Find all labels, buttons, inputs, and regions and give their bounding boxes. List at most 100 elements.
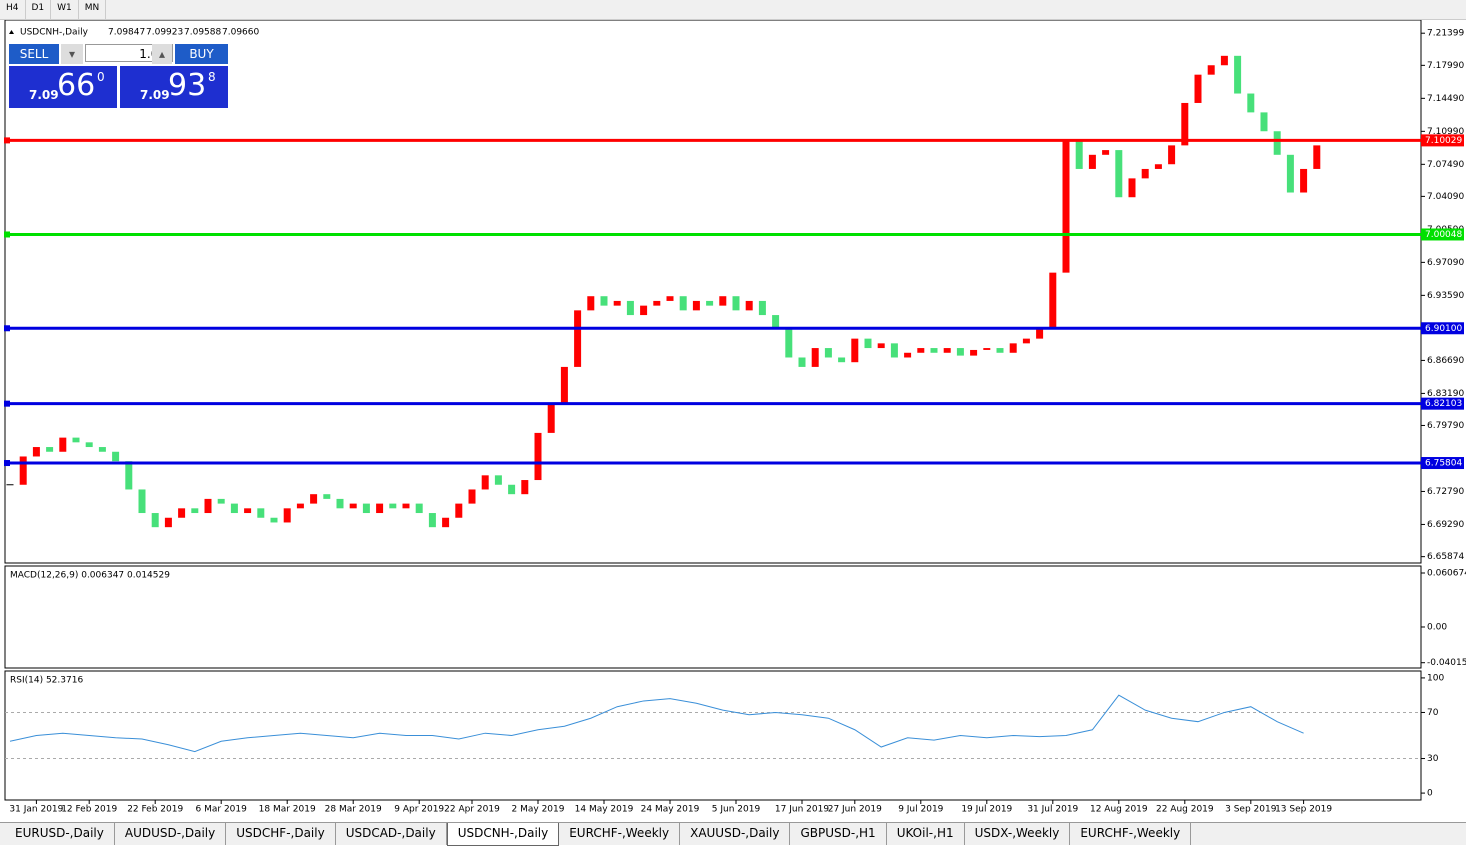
candle xyxy=(1009,343,1017,353)
rsi-tick-label: 0 xyxy=(1427,789,1433,799)
timeframe-button[interactable]: W1 xyxy=(51,0,79,19)
chart-tab[interactable]: EURCHF-,Weekly xyxy=(559,823,681,845)
candle xyxy=(178,508,186,518)
price-tick-label: 7.10990 xyxy=(1427,127,1464,137)
candle xyxy=(138,489,146,514)
candle xyxy=(1062,140,1070,273)
lot-down[interactable]: ▾ xyxy=(61,44,83,64)
candle xyxy=(838,357,846,363)
candle xyxy=(336,498,344,509)
sell-big: 7.09 xyxy=(29,88,59,102)
date-label: 18 Mar 2019 xyxy=(259,805,316,815)
date-label: 2 May 2019 xyxy=(512,805,565,815)
candle xyxy=(230,503,238,514)
price-tick-label: 6.86690 xyxy=(1427,356,1464,366)
candle xyxy=(930,348,938,353)
timeframe-button[interactable]: MN xyxy=(79,0,107,19)
lot-up[interactable]: ▴ xyxy=(152,44,172,64)
candle xyxy=(1168,145,1176,165)
candle xyxy=(125,461,133,490)
candle xyxy=(1075,140,1083,169)
price-tick-label: 6.83190 xyxy=(1427,389,1464,399)
level-tag xyxy=(1421,397,1464,410)
chart-tab[interactable]: GBPUSD-,H1 xyxy=(790,823,887,845)
date-label: 22 Aug 2019 xyxy=(1156,805,1214,815)
timeframe-toolbar: H4 D1 W1 MN xyxy=(0,0,1466,20)
chart: USDCNH-,Daily 7.09847 7.09923 7.09588 7.… xyxy=(4,19,1466,815)
buy-button[interactable]: BUY xyxy=(175,44,228,64)
chart-tab[interactable]: USDX-,Weekly xyxy=(965,823,1071,845)
macd-tick-label: 0.060674 xyxy=(1427,568,1466,578)
candle xyxy=(1115,150,1123,198)
chart-tab[interactable]: USDCNH-,Daily xyxy=(446,823,560,846)
candle xyxy=(19,456,27,485)
date-label: 22 Feb 2019 xyxy=(127,805,183,815)
macd-tick-label: 0.00 xyxy=(1427,622,1447,632)
macd-frame xyxy=(4,565,1422,669)
price-tick-label: 6.79790 xyxy=(1427,421,1464,431)
price-tick-label: 7.17990 xyxy=(1427,61,1464,71)
date-label: 17 Jun 2019 xyxy=(775,805,829,815)
rsi-line xyxy=(9,694,1304,753)
level-label: 6.82103 xyxy=(1425,399,1462,409)
candle xyxy=(85,442,93,448)
date-label: 13 Sep 2019 xyxy=(1275,805,1332,815)
candle xyxy=(732,296,740,311)
candle xyxy=(362,503,370,514)
candle xyxy=(402,503,410,509)
sell-button[interactable]: SELL xyxy=(9,44,59,64)
candle xyxy=(851,338,859,363)
sell-pips: 66 xyxy=(57,68,96,103)
header-low: 7.09588 xyxy=(184,28,221,38)
candle xyxy=(1194,74,1202,103)
level-handle xyxy=(4,231,10,238)
candle xyxy=(1049,272,1057,330)
level-label: 6.75804 xyxy=(1425,459,1462,469)
rsi-tick-label: 30 xyxy=(1427,754,1439,764)
candle xyxy=(890,343,898,358)
candle xyxy=(1036,329,1044,339)
chart-tab[interactable]: UKOil-,H1 xyxy=(887,823,965,845)
chart-tabs: EURUSD-,Daily AUDUSD-,Daily USDCHF-,Daily U… xyxy=(0,822,1466,846)
candle xyxy=(772,315,780,330)
candle xyxy=(270,517,278,523)
date-label: 19 Jul 2019 xyxy=(961,805,1012,815)
candle xyxy=(613,300,621,306)
timeframe-button[interactable]: D1 xyxy=(26,0,52,19)
level-handle xyxy=(4,325,10,332)
sell-price[interactable]: 7.09 66 0 xyxy=(9,66,117,108)
date-label: 28 Mar 2019 xyxy=(325,805,382,815)
rsi-tick-label: 70 xyxy=(1427,708,1439,718)
candle xyxy=(244,508,252,514)
price-tick-label: 6.72790 xyxy=(1427,487,1464,497)
chart-tab[interactable]: USDCAD-,Daily xyxy=(336,823,447,845)
candle xyxy=(428,513,436,528)
buy-price[interactable]: 7.09 93 8 xyxy=(120,66,228,108)
buy-pips: 93 xyxy=(168,68,207,103)
chart-tab[interactable]: EURCHF-,Weekly xyxy=(1070,823,1192,845)
level-label: 7.10029 xyxy=(1425,136,1462,146)
date-label: 22 Apr 2019 xyxy=(444,805,500,815)
macd-label: MACD(12,26,9) 0.006347 0.014529 xyxy=(10,571,170,581)
rsi-frame xyxy=(4,670,1422,801)
candle xyxy=(692,300,700,311)
candle xyxy=(46,447,54,452)
chart-tab[interactable]: AUDUSD-,Daily xyxy=(115,823,227,845)
chart-tab[interactable]: EURUSD-,Daily xyxy=(5,823,115,845)
candle xyxy=(956,348,964,356)
candle xyxy=(310,494,318,504)
candle xyxy=(758,300,766,316)
level-tag xyxy=(1421,457,1464,470)
level-handle xyxy=(4,460,10,467)
timeframe-button[interactable]: H4 xyxy=(0,0,26,19)
candle xyxy=(1088,154,1096,169)
candle xyxy=(481,475,489,490)
sell-frac: 0 xyxy=(97,70,105,84)
candle xyxy=(811,348,819,367)
candle xyxy=(679,296,687,311)
macd-tick-label: -0.040152 xyxy=(1427,658,1466,668)
date-label: 5 Jun 2019 xyxy=(712,805,761,815)
price-tick-label: 7.07490 xyxy=(1427,160,1464,170)
chart-tab[interactable]: XAUUSD-,Daily xyxy=(680,823,791,845)
chart-tab[interactable]: USDCHF-,Daily xyxy=(226,823,336,845)
